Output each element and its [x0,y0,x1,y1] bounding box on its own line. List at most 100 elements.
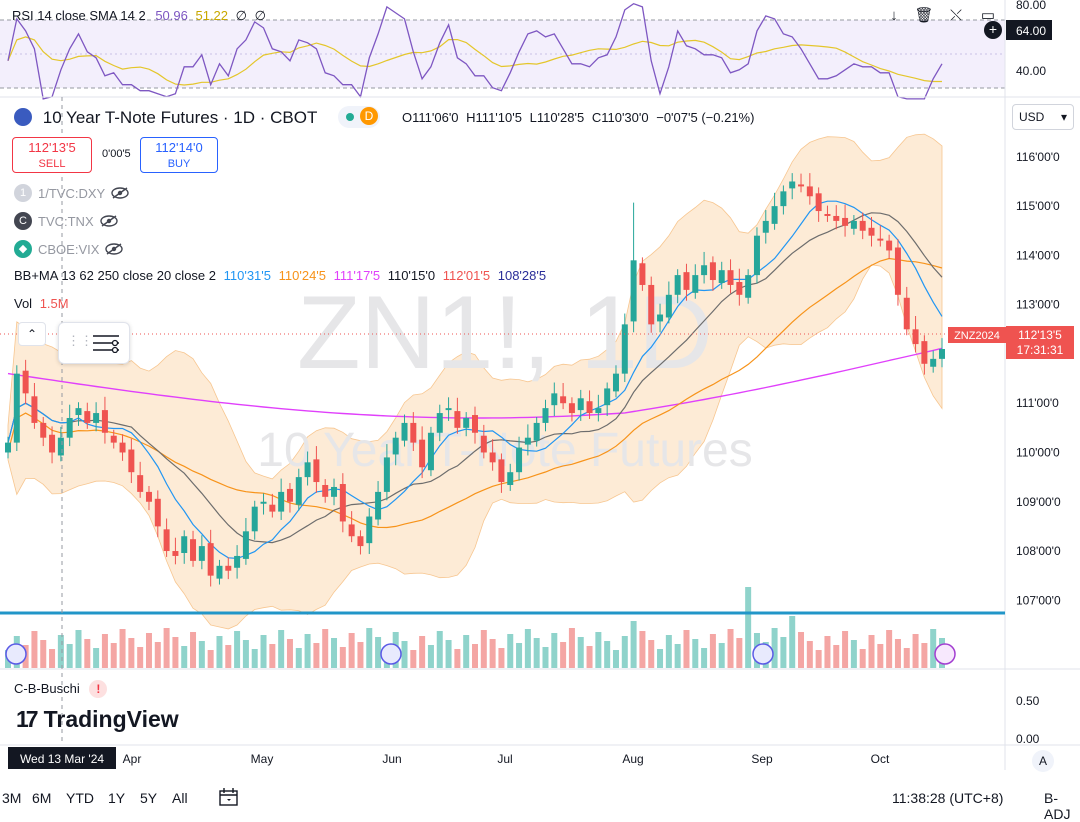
candle-body [198,546,205,561]
volume-bar [357,642,364,668]
warning-icon[interactable]: ! [89,680,108,698]
range-all[interactable]: All [172,790,188,806]
eye-hidden-icon[interactable] [99,215,118,227]
candle-body [806,186,813,197]
status-badges[interactable]: D [338,106,380,128]
candle-body [357,536,364,547]
symbol-header[interactable]: 10 Year T-Note Futures · 1D · CBOT [14,108,317,128]
add-icon[interactable]: + [984,21,1002,39]
volume-bar [225,645,232,668]
rsi-sma-line [7,36,942,86]
month-label: Sep [751,752,773,766]
volume-bar [850,640,857,668]
volume-bar [110,643,117,668]
bbma-legend[interactable]: BB+MA 13 62 250 close 20 close 2 110'31'… [14,268,546,283]
indicator-legend[interactable]: C-B-Buschi ! [14,680,108,698]
rsi-legend[interactable]: RSI 14 close SMA 14 2 50.96 51.22 ∅ ∅ [12,8,266,24]
candle-body [463,417,470,428]
range-ytd[interactable]: YTD [66,790,94,806]
ohlc-readout: O111'06'0 H111'10'5 L110'28'5 C110'30'0 … [402,110,754,125]
volume-bar [568,628,575,668]
candle-body [410,422,417,443]
candle-body [815,193,822,212]
volume-bar [894,639,901,668]
price-axis-label: 110'00'0 [1016,445,1060,459]
candle-body [242,531,249,559]
volume-bar [472,644,478,668]
price-axis-label: 113'00'0 [1016,298,1060,312]
candle-body [13,373,20,443]
volume-bar [780,637,787,668]
volume-bar [842,631,849,668]
candle-body [586,401,593,414]
delete-icon[interactable]: 🗑 [914,7,934,24]
range-3m[interactable]: 3M [2,790,22,806]
candle-body [894,247,901,295]
eye-hidden-icon[interactable] [105,243,124,255]
volume-bar [366,628,373,668]
drag-handle-icon[interactable]: ⋮⋮ [67,333,93,348]
candle-body [251,506,258,532]
volume-bar [260,635,267,668]
bollinger-band [7,133,943,630]
symbol-title: 10 Year T-Note Futures · 1D · CBOT [42,108,318,127]
volume-legend[interactable]: Vol 1.5M [14,296,69,311]
volume-bar [727,629,734,668]
range-6m[interactable]: 6M [32,790,52,806]
candle-body [753,235,760,276]
compare-symbol-dxy[interactable]: 1 1/TVC:DXY [14,184,129,202]
compare-symbol-vix[interactable]: ◆ CBOE:VIX [14,240,124,258]
maximize-icon[interactable]: ▭ [980,7,996,24]
event-markers[interactable] [5,643,956,665]
volume-bar [410,650,417,668]
candle-body [824,214,831,216]
candle-body [489,452,496,463]
tradingview-logo[interactable]: 17 TradingView [16,706,179,733]
candle-body [674,275,681,295]
range-1y[interactable]: 1Y [108,790,126,806]
candle-body [313,459,320,483]
compare-symbol-tnx[interactable]: C TVC:TNX [14,212,118,230]
sell-label: SELL [38,158,66,170]
candle-body [533,422,540,441]
collapse-legend-button[interactable]: ⌃ [18,322,46,346]
volume-bar [463,635,470,668]
candle-body [621,324,628,374]
candle-body [701,265,708,276]
candle-body [595,408,602,414]
volume-bar [84,639,91,668]
buy-button[interactable]: 112'14'0 BUY [140,137,218,173]
chevron-down-icon: ▾ [1060,110,1067,124]
volume-bar [322,629,329,668]
volume-bar [903,648,910,668]
object-tree-button[interactable]: ⋮⋮ [58,322,130,364]
range-5y[interactable]: 5Y [140,790,158,806]
candle-body [331,486,338,497]
eye-hidden-icon[interactable] [111,187,129,199]
clock[interactable]: 11:38:28 (UTC+8) [892,790,1004,806]
volume-bar [304,634,311,668]
rsi-axis-40: 40.00 [1016,64,1046,78]
volume-bar [639,631,646,668]
move-down-icon[interactable]: ↓ [890,7,898,24]
volume-bar [119,629,126,668]
price-axis-label: 108'00'0 [1016,544,1061,558]
volume-bar [815,650,822,668]
auto-scale-button[interactable]: A [1032,750,1054,772]
candle-body [859,220,866,231]
bbma-v2: 110'24'5 [278,268,327,283]
candle-body [31,396,38,423]
adjustment-toggle[interactable]: B-ADJ [1044,790,1071,822]
calendar-range-icon[interactable] [218,787,240,807]
month-label: Jul [497,752,512,766]
crosshair-date-bg [8,747,116,769]
candle-body [472,415,478,433]
rsi-sma-value: 51.22 [195,8,229,23]
collapse-icon[interactable]: ⤬ [949,7,962,24]
currency-select[interactable]: USD ▾ [1012,104,1074,130]
candle-body [727,270,734,285]
rsi-lines [7,2,943,100]
candle-body [568,403,575,414]
sell-button[interactable]: 112'13'5 SELL [12,137,92,173]
